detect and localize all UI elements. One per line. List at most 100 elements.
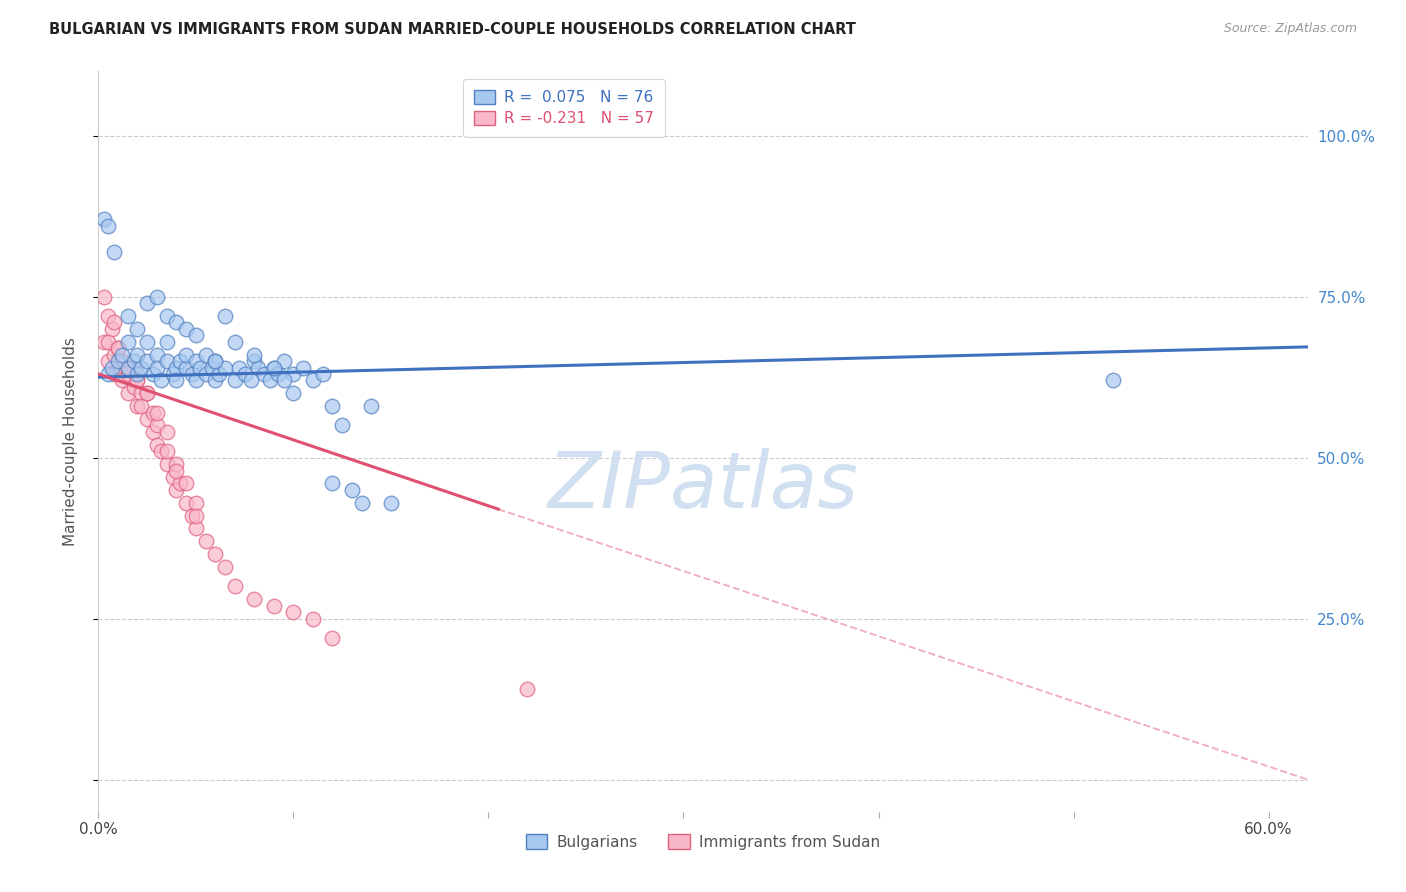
Point [360,399,382,413]
Point [169,354,191,368]
Point [111,354,134,368]
Point [93,334,115,349]
Point [243,354,266,368]
Point [162,470,184,484]
Y-axis label: Married-couple Households: Married-couple Households [63,337,77,546]
Point [174,348,197,362]
Point [156,425,179,439]
Point [214,360,236,375]
Point [131,399,153,413]
Point [214,309,236,323]
Point [117,309,139,323]
Point [156,334,179,349]
Point [103,348,125,362]
Point [259,373,281,387]
Text: Source: ZipAtlas.com: Source: ZipAtlas.com [1223,22,1357,36]
Point [165,360,187,375]
Point [117,360,139,375]
Point [127,373,149,387]
Point [181,367,204,381]
Point [239,373,262,387]
Point [181,508,204,523]
Point [136,296,159,310]
Point [101,360,124,375]
Point [127,373,149,387]
Point [165,483,187,497]
Point [247,360,270,375]
Point [136,386,159,401]
Point [146,360,169,375]
Point [228,360,250,375]
Point [263,360,285,375]
Point [93,212,115,227]
Point [243,592,266,607]
Point [117,360,139,375]
Point [184,328,207,343]
Point [224,579,246,593]
Point [97,367,120,381]
Point [267,367,290,381]
Point [136,354,159,368]
Point [165,457,187,471]
Point [516,682,538,697]
Point [107,341,129,355]
Legend: Bulgarians, Immigrants from Sudan: Bulgarians, Immigrants from Sudan [520,828,886,856]
Point [156,457,179,471]
Point [127,322,149,336]
Point [273,354,295,368]
Point [149,444,172,458]
Point [142,406,165,420]
Point [380,496,402,510]
Point [214,560,236,574]
Point [146,438,169,452]
Point [107,354,129,368]
Point [111,348,134,362]
Point [292,360,315,375]
Point [204,373,226,387]
Point [350,496,373,510]
Point [146,418,169,433]
Point [142,425,165,439]
Point [131,360,153,375]
Point [162,367,184,381]
Point [321,631,343,645]
Point [204,354,226,368]
Point [1101,373,1123,387]
Point [321,399,343,413]
Point [208,367,231,381]
Point [117,386,139,401]
Point [204,354,226,368]
Point [165,463,187,477]
Point [127,399,149,413]
Point [283,386,305,401]
Point [131,386,153,401]
Point [263,360,285,375]
Point [340,483,363,497]
Point [122,380,145,394]
Point [233,367,256,381]
Point [312,367,335,381]
Point [136,386,159,401]
Point [156,354,179,368]
Point [156,309,179,323]
Point [174,476,197,491]
Point [146,290,169,304]
Point [97,219,120,233]
Point [302,373,325,387]
Point [97,354,120,368]
Point [184,354,207,368]
Point [156,444,179,458]
Point [224,373,246,387]
Point [204,547,226,561]
Point [136,334,159,349]
Point [103,367,125,381]
Point [146,348,169,362]
Point [174,360,197,375]
Point [184,496,207,510]
Point [174,322,197,336]
Point [174,496,197,510]
Point [142,367,165,381]
Point [101,322,124,336]
Point [103,244,125,259]
Point [111,373,134,387]
